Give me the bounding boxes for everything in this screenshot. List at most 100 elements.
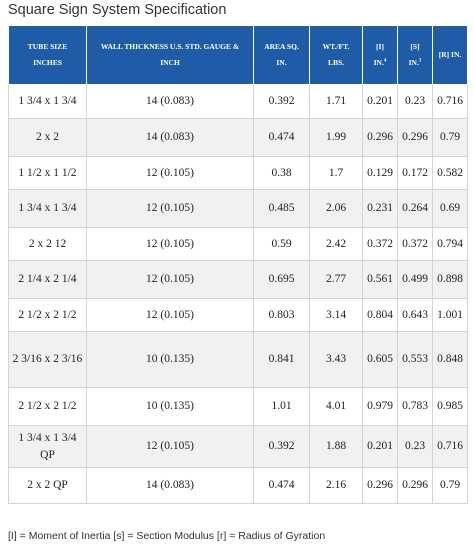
- column-header-line: [I]: [376, 42, 384, 51]
- cell-section-modulus: 0.23: [397, 425, 433, 468]
- cell-radius-of-gyration: 0.985: [432, 387, 468, 426]
- cell-weight-per-foot: 1.88: [309, 425, 363, 468]
- table-row: 2 3/16 x 2 3/16 10 (0.135) 0.841 3.43 0.605 0…: [8, 331, 468, 388]
- cell-moment-of-inertia: 0.296: [362, 467, 398, 504]
- cell-wall-thickness: 12 (0.105): [86, 298, 254, 332]
- column-header-moment-of-inertia: [I] IN.4: [362, 25, 398, 85]
- cell-radius-of-gyration: 0.69: [432, 189, 468, 228]
- cell-tube-size: 2 1/2 x 2 1/2: [8, 298, 87, 332]
- cell-radius-of-gyration: 0.716: [432, 425, 468, 468]
- cell-weight-per-foot: 3.14: [309, 298, 363, 332]
- table-body: 1 3/4 x 1 3/4 14 (0.083) 0.392 1.71 0.201 0.2…: [8, 84, 468, 504]
- column-header-line: INCHES: [33, 58, 62, 67]
- cell-area: 0.474: [253, 118, 310, 157]
- footnote: [I] = Moment of Inertia [s] = Section Mo…: [8, 530, 326, 542]
- unit-exponent: 4: [383, 58, 387, 64]
- cell-moment-of-inertia: 0.372: [362, 227, 398, 261]
- cell-tube-size: 1 1/2 x 1 1/2: [8, 156, 87, 190]
- cell-weight-per-foot: 3.43: [309, 331, 363, 388]
- cell-radius-of-gyration: 0.79: [432, 118, 468, 157]
- cell-section-modulus: 0.783: [397, 387, 433, 426]
- cell-weight-per-foot: 2.77: [309, 260, 363, 299]
- table-row: 2 x 2 QP 14 (0.083) 0.474 2.16 0.296 0.296 0.7…: [8, 467, 468, 504]
- cell-weight-per-foot: 1.7: [309, 156, 363, 190]
- cell-section-modulus: 0.499: [397, 260, 433, 299]
- table-row: 2 x 2 14 (0.083) 0.474 1.99 0.296 0.296 0.79: [8, 118, 468, 157]
- cell-moment-of-inertia: 0.231: [362, 189, 398, 228]
- cell-wall-thickness: 14 (0.083): [86, 118, 254, 157]
- cell-wall-thickness: 10 (0.135): [86, 387, 254, 426]
- cell-weight-per-foot: 1.71: [309, 84, 363, 119]
- cell-radius-of-gyration: 0.898: [432, 260, 468, 299]
- table-row: 2 1/4 x 2 1/4 12 (0.105) 0.695 2.77 0.561 0.4…: [8, 260, 468, 299]
- cell-wall-thickness: 14 (0.083): [86, 84, 254, 119]
- cell-weight-per-foot: 2.06: [309, 189, 363, 228]
- cell-section-modulus: 0.264: [397, 189, 433, 228]
- table-row: 1 3/4 x 1 3/4 QP 12 (0.105) 0.392 1.88 0.201…: [8, 425, 468, 468]
- cell-tube-size: 2 x 2 12: [8, 227, 87, 261]
- cell-radius-of-gyration: 0.848: [432, 331, 468, 388]
- cell-tube-size: 2 1/2 x 2 1/2: [8, 387, 87, 426]
- cell-moment-of-inertia: 0.129: [362, 156, 398, 190]
- column-header-line: IN.: [373, 58, 384, 67]
- column-header-line: [S]: [410, 42, 420, 51]
- cell-area: 0.803: [253, 298, 310, 332]
- cell-area: 0.38: [253, 156, 310, 190]
- cell-wall-thickness: 12 (0.105): [86, 227, 254, 261]
- cell-wall-thickness: 12 (0.105): [86, 189, 254, 228]
- cell-moment-of-inertia: 0.605: [362, 331, 398, 388]
- cell-wall-thickness: 10 (0.135): [86, 331, 254, 388]
- table-row: 1 3/4 x 1 3/4 12 (0.105) 0.485 2.06 0.231 0.2…: [8, 189, 468, 228]
- header-row: TUBE SIZE INCHES WALL THICKNESS U.S. STD. …: [8, 25, 468, 85]
- column-header-radius-of-gyration: [R] IN.: [432, 25, 468, 85]
- cell-radius-of-gyration: 0.79: [432, 467, 468, 504]
- cell-wall-thickness: 12 (0.105): [86, 425, 254, 468]
- cell-section-modulus: 0.23: [397, 84, 433, 119]
- table-row: 2 x 2 12 12 (0.105) 0.59 2.42 0.372 0.372 0.79…: [8, 227, 468, 261]
- column-header-line: WALL THICKNESS U.S. STD. GAUGE &: [100, 42, 240, 51]
- table-row: 2 1/2 x 2 1/2 12 (0.105) 0.803 3.14 0.804 0.6…: [8, 298, 468, 332]
- cell-area: 0.474: [253, 467, 310, 504]
- cell-area: 0.59: [253, 227, 310, 261]
- specification-table: TUBE SIZE INCHES WALL THICKNESS U.S. STD. …: [8, 25, 468, 504]
- cell-moment-of-inertia: 0.804: [362, 298, 398, 332]
- table-row: 1 1/2 x 1 1/2 12 (0.105) 0.38 1.7 0.129 0.172…: [8, 156, 468, 190]
- cell-moment-of-inertia: 0.201: [362, 425, 398, 468]
- cell-tube-size: 1 3/4 x 1 3/4: [8, 84, 87, 119]
- cell-radius-of-gyration: 0.794: [432, 227, 468, 261]
- cell-weight-per-foot: 1.99: [309, 118, 363, 157]
- column-header-wall-thickness: WALL THICKNESS U.S. STD. GAUGE & INCH: [86, 25, 254, 85]
- column-header-line: TUBE SIZE: [27, 42, 68, 51]
- cell-area: 0.695: [253, 260, 310, 299]
- cell-moment-of-inertia: 0.561: [362, 260, 398, 299]
- column-header-line: IN.: [276, 58, 287, 67]
- cell-section-modulus: 0.553: [397, 331, 433, 388]
- cell-tube-size: 2 x 2: [8, 118, 87, 157]
- cell-wall-thickness: 12 (0.105): [86, 156, 254, 190]
- table-row: 1 3/4 x 1 3/4 14 (0.083) 0.392 1.71 0.201 0.2…: [8, 84, 468, 119]
- table-row: 2 1/2 x 2 1/2 10 (0.135) 1.01 4.01 0.979 0.78…: [8, 387, 468, 426]
- cell-weight-per-foot: 2.42: [309, 227, 363, 261]
- cell-weight-per-foot: 2.16: [309, 467, 363, 504]
- cell-area: 0.841: [253, 331, 310, 388]
- column-header-area: AREA SQ. IN.: [253, 25, 310, 85]
- cell-area: 1.01: [253, 387, 310, 426]
- cell-area: 0.485: [253, 189, 310, 228]
- cell-section-modulus: 0.643: [397, 298, 433, 332]
- cell-radius-of-gyration: 0.716: [432, 84, 468, 119]
- cell-tube-size: 2 3/16 x 2 3/16: [8, 331, 87, 388]
- cell-area: 0.392: [253, 84, 310, 119]
- cell-moment-of-inertia: 0.979: [362, 387, 398, 426]
- cell-radius-of-gyration: 0.582: [432, 156, 468, 190]
- cell-moment-of-inertia: 0.201: [362, 84, 398, 119]
- column-header-tube-size: TUBE SIZE INCHES: [8, 25, 87, 85]
- column-header-line: LBS.: [327, 58, 345, 67]
- cell-tube-size: 2 x 2 QP: [8, 467, 87, 504]
- column-header-line: [R] IN.: [438, 50, 462, 59]
- column-header-line: WT./FT.: [322, 42, 350, 51]
- column-header-weight-per-foot: WT./FT. LBS.: [309, 25, 363, 85]
- cell-radius-of-gyration: 1.001: [432, 298, 468, 332]
- cell-area: 0.392: [253, 425, 310, 468]
- cell-section-modulus: 0.172: [397, 156, 433, 190]
- table-header: TUBE SIZE INCHES WALL THICKNESS U.S. STD. …: [8, 25, 468, 85]
